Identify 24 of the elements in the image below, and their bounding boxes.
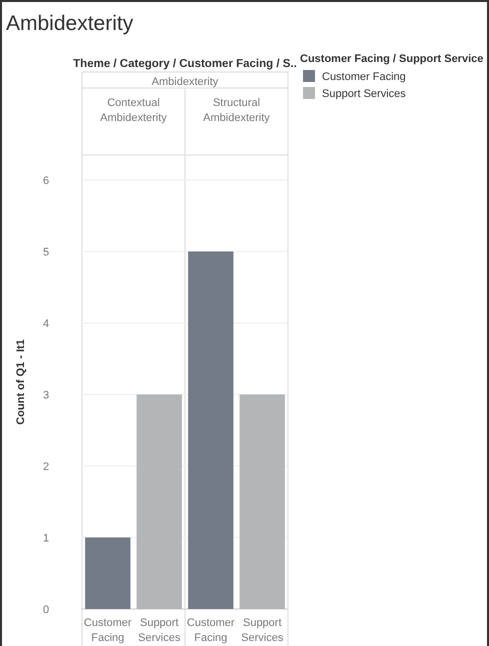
text: Theme / Category / Customer Facing / S.. — [73, 58, 297, 70]
legend-label: Customer Facing — [322, 71, 406, 83]
y-axis-title: Count of Q1 - It1 — [15, 339, 27, 425]
text: Structural Ambidexterity — [203, 97, 270, 124]
text: Ambidexterity — [152, 76, 219, 88]
bar — [136, 394, 182, 609]
y-tick-label: 1 — [42, 532, 50, 545]
y-tick-label: 2 — [42, 461, 50, 474]
y-tick-label: 6 — [42, 175, 50, 188]
x-tick-label: Customer Facing — [84, 617, 132, 644]
text: Contextual Ambidexterity — [100, 97, 168, 124]
chart-title: Ambidexterity — [6, 12, 134, 35]
x-tick-label: Support Services — [138, 617, 181, 644]
legend-title: Customer Facing / Support Service — [300, 53, 484, 65]
legend-label: Support Services — [322, 88, 406, 100]
bar — [188, 252, 234, 609]
y-tick-label: 3 — [42, 390, 50, 402]
y-tick-label: 5 — [42, 246, 50, 259]
x-tick-label: Support Services — [241, 617, 284, 644]
bar — [240, 394, 285, 609]
y-tick-label: 4 — [42, 318, 50, 330]
y-tick-label: 0 — [42, 604, 50, 616]
x-tick-label: Customer Facing — [186, 617, 235, 644]
bar — [85, 538, 130, 609]
